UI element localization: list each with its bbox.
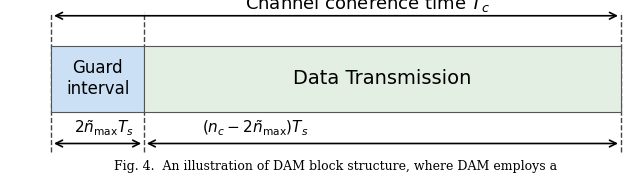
Text: Data Transmission: Data Transmission (293, 69, 472, 88)
Text: Channel coherence time $T_c$: Channel coherence time $T_c$ (245, 0, 491, 14)
Text: $\left(n_c - 2\tilde{n}_{\mathrm{max}}\right)T_s$: $\left(n_c - 2\tilde{n}_{\mathrm{max}}\r… (202, 119, 308, 138)
Bar (144, 46, 621, 112)
Text: interval: interval (66, 80, 129, 98)
Text: Guard: Guard (72, 59, 123, 77)
Bar (51, 46, 144, 112)
Text: $2\tilde{n}_{\mathrm{max}}T_s$: $2\tilde{n}_{\mathrm{max}}T_s$ (74, 119, 134, 138)
Text: Fig. 4.  An illustration of DAM block structure, where DAM employs a: Fig. 4. An illustration of DAM block str… (115, 160, 557, 173)
